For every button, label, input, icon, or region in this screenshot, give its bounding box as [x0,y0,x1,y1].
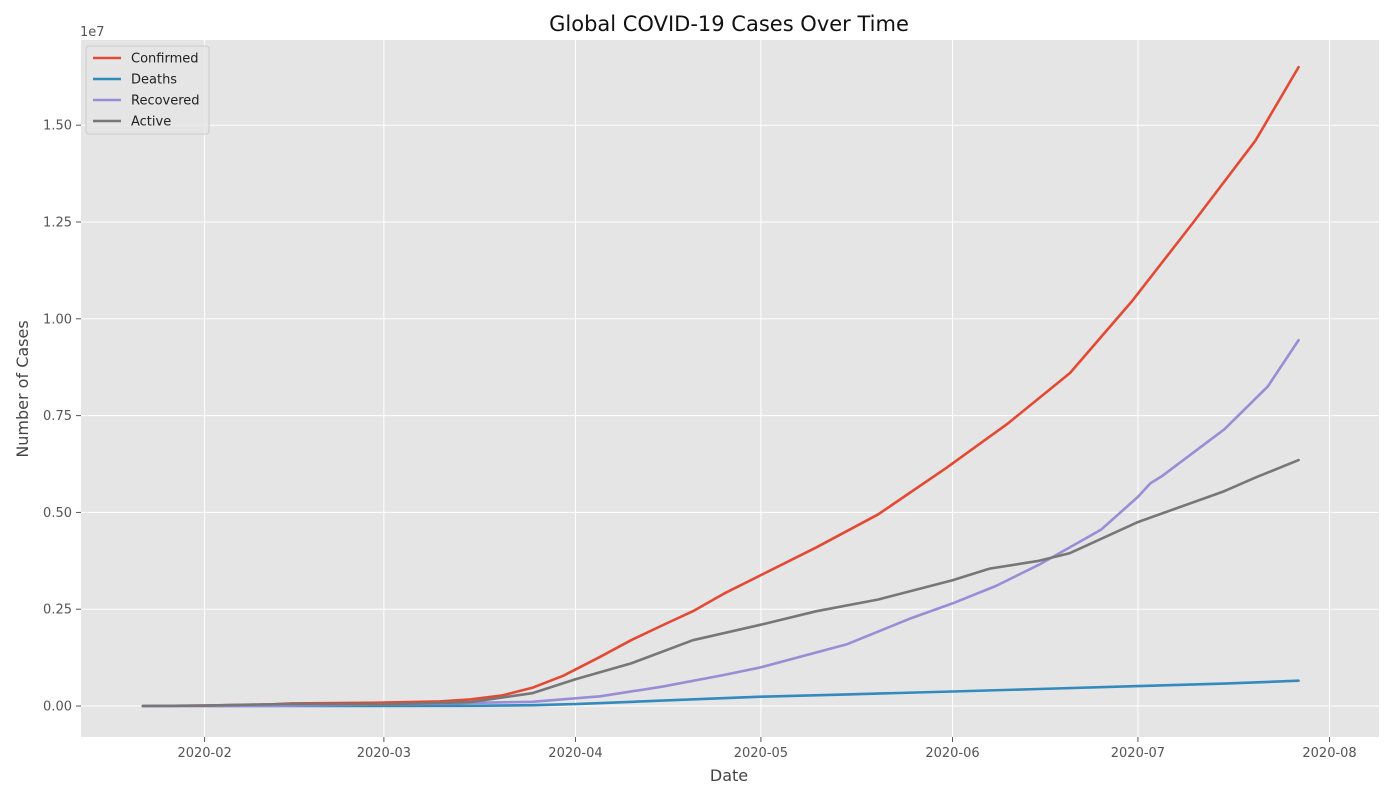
y-tick-labels: 0.00 0.25 0.50 0.75 1.00 1.25 1.50 [43,119,72,715]
y-tick-label: 0.00 [43,700,72,715]
x-tick-labels: 2020-02 2020-03 2020-04 2020-05 2020-06 2020-… [177,746,1356,761]
legend-item-recovered: Recovered [93,94,200,109]
x-tick-label: 2020-07 [1111,746,1165,761]
x-tick-label: 2020-02 [177,746,231,761]
chart-title: Global COVID-19 Cases Over Time [549,12,909,36]
legend-box [85,45,210,135]
x-tick-label: 2020-08 [1302,746,1356,761]
y-tick-label: 0.75 [43,409,72,424]
x-tick-label: 2020-05 [734,746,788,761]
y-tick-label: 0.25 [43,603,72,618]
legend-item-confirmed: Confirmed [93,52,199,67]
x-tick-label: 2020-06 [925,746,979,761]
x-tick-label: 2020-04 [548,746,602,761]
legend-label: Recovered [131,94,200,109]
y-tick-label: 0.50 [43,506,72,521]
series-lines [141,65,1300,708]
legend-label: Deaths [131,73,177,88]
legend: Confirmed Deaths Recovered Active [85,45,210,135]
y-tick-label: 1.00 [43,312,72,327]
plot-area [81,40,1379,737]
x-tick-label: 2020-03 [357,746,411,761]
x-axis-label: Date [710,766,748,785]
y-axis-label: Number of Cases [13,320,32,457]
y-tick-label: 1.25 [43,215,72,230]
legend-item-active: Active [93,115,171,130]
series-line-confirmed [141,65,1300,708]
legend-label: Active [131,115,171,130]
series-line-active [141,458,1300,708]
legend-label: Confirmed [131,52,199,67]
y-tick-label: 1.50 [43,119,72,134]
series-line-deaths [141,679,1300,708]
legend-item-deaths: Deaths [93,73,177,88]
y-axis-offset-label: 1e7 [80,25,105,40]
